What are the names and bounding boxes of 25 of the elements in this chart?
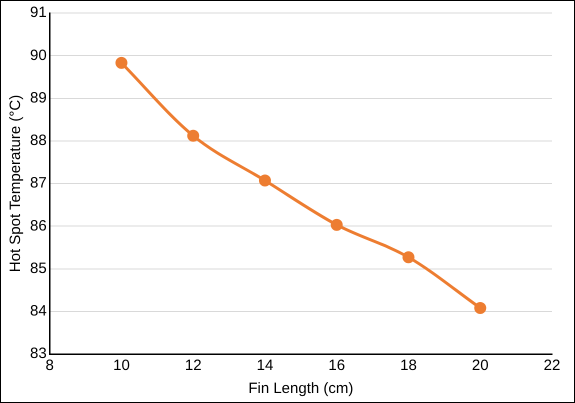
x-tick-label: 10 [113,357,130,374]
x-tick-label: 22 [544,357,560,374]
y-tick-label: 86 [30,217,47,234]
x-tick-label: 8 [46,357,54,374]
x-tick-label: 12 [184,357,202,374]
y-tick-label: 88 [30,132,47,150]
x-tick-label: 18 [400,357,417,374]
x-tick-label: 16 [328,357,346,374]
y-tick-label: 84 [30,302,47,320]
y-axis-title: Hot Spot Temperature (°C) [7,94,24,272]
y-tick-label: 90 [30,46,47,64]
point [474,302,486,314]
x-axis-title: Fin Length (cm) [248,380,354,398]
point [115,56,128,69]
y-tick-label: 87 [30,174,47,192]
point [402,251,414,264]
y-tick-label: 91 [30,4,47,22]
x-tick-label: 20 [472,357,489,374]
point [187,130,200,142]
y-tick-label: 83 [30,345,47,362]
x-tick-label: 14 [256,357,274,374]
y-tick-label: 89 [30,89,47,106]
point [258,174,271,187]
y-tick-label: 85 [30,260,47,277]
point [330,218,343,231]
